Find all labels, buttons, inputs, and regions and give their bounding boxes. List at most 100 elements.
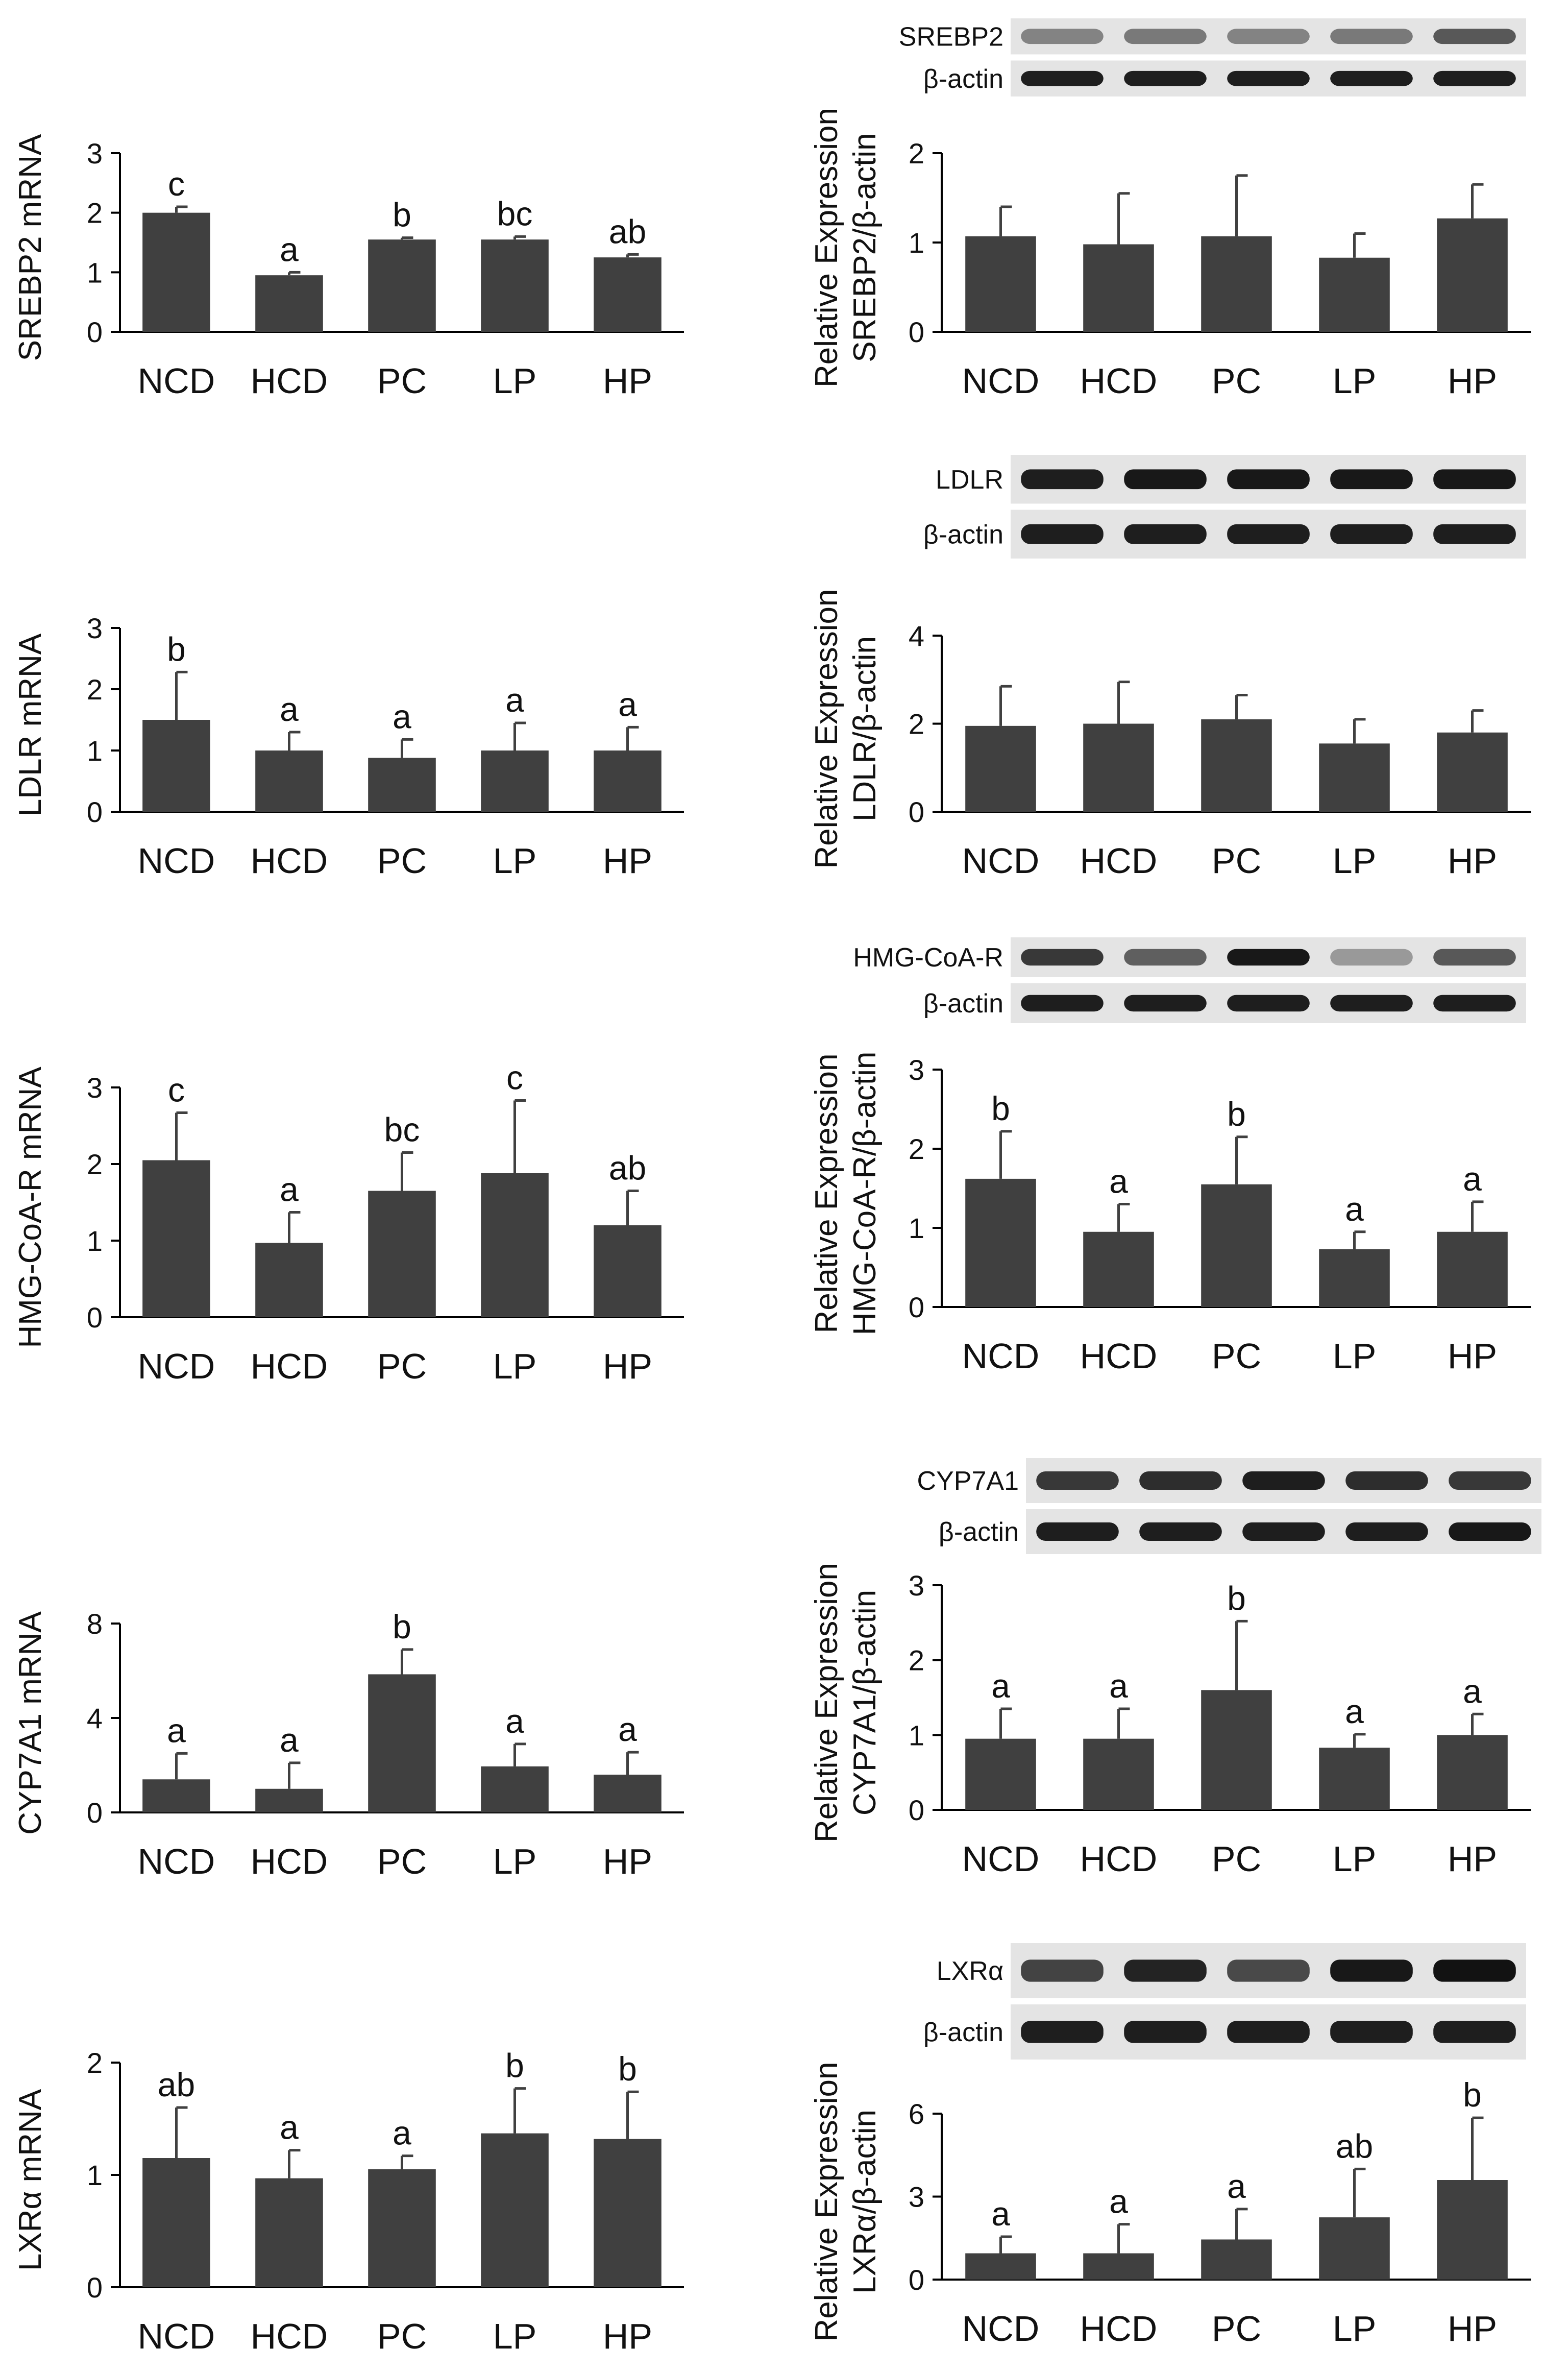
y-tick-label: 1 xyxy=(87,735,103,767)
western-blot-2: LDLR β-actin xyxy=(923,455,1526,559)
blot-band xyxy=(1227,2021,1310,2043)
blot-band xyxy=(1330,995,1413,1012)
significance-label: ab xyxy=(158,2066,195,2103)
blot-band xyxy=(1021,949,1104,966)
blot-band xyxy=(1345,1471,1428,1490)
blot-band xyxy=(1036,1471,1119,1490)
y-tick-label: 0 xyxy=(87,796,103,828)
blot-band xyxy=(1124,469,1207,490)
chart-right-4: 0 1 2 3 a NCD a HCD b PC a LP a HP Relative Expression… xyxy=(809,1563,1531,1879)
y-tick-label: 1 xyxy=(87,2159,103,2191)
bar-pc xyxy=(368,239,436,332)
bar-pc xyxy=(1201,1690,1272,1810)
bar-hp xyxy=(594,1225,662,1317)
bar-lp xyxy=(1319,257,1390,332)
category-label: PC xyxy=(377,841,427,881)
category-label: LP xyxy=(1333,1839,1377,1879)
significance-label: b xyxy=(618,2050,637,2088)
bar-hp xyxy=(1437,732,1508,812)
y-tick-label: 2 xyxy=(87,1148,103,1180)
chart-left-3: 0 1 2 3 c NCD a HCD bc PC c LP ab HP HMG-CoA-R mRNA xyxy=(13,1059,684,1386)
y-tick-label: 2 xyxy=(87,673,103,706)
category-label: LP xyxy=(1333,361,1377,401)
category-label: HP xyxy=(1448,2309,1497,2348)
bar-lp xyxy=(481,1173,549,1317)
category-label: HP xyxy=(603,1842,652,1881)
y-tick-label: 1 xyxy=(909,1719,924,1751)
blot-band xyxy=(1124,70,1207,86)
category-label: LP xyxy=(493,1346,537,1386)
y-tick-label: 1 xyxy=(909,1212,924,1244)
y-tick-label: 1 xyxy=(87,256,103,288)
bar-hcd xyxy=(255,2178,323,2287)
significance-label: a xyxy=(991,2195,1010,2233)
y-tick-label: 2 xyxy=(87,2047,103,2079)
y-axis-label: CYP7A1 mRNA xyxy=(13,1611,48,1835)
y-axis-label: CYP7A1/β-actin xyxy=(847,1590,883,1815)
category-label: NCD xyxy=(962,361,1040,401)
significance-label: a xyxy=(1463,1160,1482,1198)
blot-band xyxy=(1330,949,1413,966)
category-label: HP xyxy=(1448,1839,1497,1879)
y-tick-label: 2 xyxy=(909,1644,924,1677)
y-tick-label: 3 xyxy=(909,1054,924,1086)
significance-label: ab xyxy=(1336,2127,1373,2165)
category-label: HP xyxy=(603,1346,652,1386)
bar-ncd xyxy=(142,720,210,812)
significance-label: c xyxy=(168,1071,185,1109)
bar-ncd xyxy=(965,1178,1036,1307)
blot-band xyxy=(1242,1522,1325,1541)
y-axis-label: HMG-CoA-R/β-actin xyxy=(847,1052,883,1336)
significance-label: b xyxy=(1227,1095,1246,1133)
significance-label: a xyxy=(1109,1163,1128,1200)
significance-label: b xyxy=(393,196,411,234)
y-tick-label: 2 xyxy=(909,708,924,740)
blot-band xyxy=(1433,949,1516,966)
blot-band xyxy=(1227,70,1310,86)
bar-pc xyxy=(1201,2239,1272,2280)
blot-label: β-actin xyxy=(939,1517,1019,1547)
blot-label: β-actin xyxy=(923,520,1003,549)
y-tick-label: 3 xyxy=(909,1569,924,1602)
significance-label: a xyxy=(1345,1190,1364,1228)
category-label: HP xyxy=(1448,1336,1497,1376)
category-label: HCD xyxy=(251,2316,328,2356)
significance-label: a xyxy=(505,681,524,719)
blot-band xyxy=(1021,29,1104,44)
blot-band xyxy=(1227,29,1310,44)
y-axis-label: Relative Expression xyxy=(809,2062,844,2342)
bar-ncd xyxy=(965,725,1036,812)
significance-label: a xyxy=(167,1711,186,1749)
bar-pc xyxy=(1201,719,1272,812)
y-tick-label: 0 xyxy=(909,316,924,348)
y-tick-label: 0 xyxy=(87,2271,103,2304)
category-label: HCD xyxy=(251,841,328,881)
y-tick-label: 0 xyxy=(87,1797,103,1829)
category-label: HP xyxy=(603,841,652,881)
bar-hp xyxy=(594,1775,662,1812)
bar-lp xyxy=(481,750,549,812)
category-label: LP xyxy=(493,2316,537,2356)
blot-band xyxy=(1330,1959,1413,1982)
bar-ncd xyxy=(965,1738,1036,1810)
significance-label: a xyxy=(1109,2183,1128,2220)
blot-label: SREBP2 xyxy=(899,22,1003,52)
blot-band xyxy=(1330,29,1413,44)
significance-label: a xyxy=(618,1710,637,1748)
significance-label: a xyxy=(1109,1667,1128,1705)
category-label: HCD xyxy=(251,361,328,401)
y-tick-label: 2 xyxy=(87,197,103,229)
y-tick-label: 0 xyxy=(87,316,103,348)
significance-label: b xyxy=(505,2047,524,2085)
bar-pc xyxy=(368,758,436,812)
bar-pc xyxy=(1201,1184,1272,1307)
bar-ncd xyxy=(965,2253,1036,2280)
bar-lp xyxy=(1319,743,1390,812)
significance-label: a xyxy=(280,230,299,268)
category-label: PC xyxy=(377,361,427,401)
bar-hcd xyxy=(1083,1738,1154,1810)
bar-hp xyxy=(1437,218,1508,332)
y-tick-label: 0 xyxy=(87,1301,103,1334)
category-label: LP xyxy=(493,841,537,881)
chart-right-3: 0 1 2 3 b NCD a HCD b PC a LP a HP Relative Expression… xyxy=(809,1052,1531,1376)
